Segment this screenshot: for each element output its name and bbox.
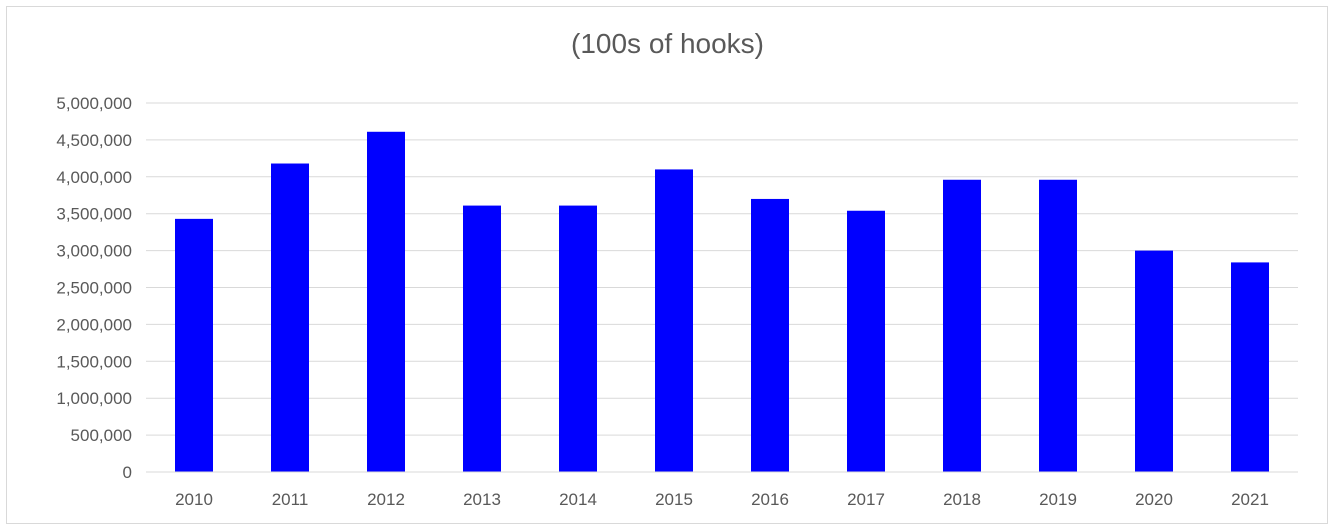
x-tick-label: 2015 — [655, 490, 693, 509]
x-tick-label: 2017 — [847, 490, 885, 509]
bar-2017 — [847, 210, 885, 473]
bar-2010 — [175, 218, 213, 472]
bar-2012 — [367, 131, 405, 473]
y-tick-label: 3,000,000 — [56, 242, 132, 261]
bar-2014 — [559, 205, 597, 472]
bar-2021 — [1231, 262, 1269, 472]
x-tick-label: 2014 — [559, 490, 597, 509]
y-tick-label: 3,500,000 — [56, 205, 132, 224]
bar-2013 — [463, 205, 501, 472]
y-tick-label: 2,000,000 — [56, 315, 132, 334]
x-tick-label: 2011 — [272, 490, 309, 509]
y-tick-label: 1,500,000 — [56, 352, 132, 371]
bar-2020 — [1135, 250, 1173, 472]
x-tick-label: 2010 — [175, 490, 213, 509]
x-tick-label: 2013 — [463, 490, 501, 509]
bar-2016 — [751, 198, 789, 472]
x-tick-label: 2020 — [1135, 490, 1173, 509]
y-tick-label: 0 — [123, 463, 132, 482]
bar-2011 — [271, 163, 309, 473]
bar-2015 — [655, 169, 693, 473]
y-tick-label: 1,000,000 — [56, 389, 132, 408]
y-tick-label: 500,000 — [71, 426, 132, 445]
x-tick-label: 2012 — [367, 490, 405, 509]
x-tick-label: 2016 — [751, 490, 789, 509]
x-tick-label: 2019 — [1039, 490, 1077, 509]
chart-title: (100s of hooks) — [571, 28, 764, 59]
x-tick-label: 2018 — [943, 490, 981, 509]
x-tick-label: 2021 — [1231, 490, 1269, 509]
y-tick-label: 4,500,000 — [56, 131, 132, 150]
y-tick-label: 5,000,000 — [56, 94, 132, 113]
y-tick-label: 2,500,000 — [56, 279, 132, 298]
y-tick-label: 4,000,000 — [56, 168, 132, 187]
bar-2019 — [1039, 179, 1077, 472]
bar-2018 — [943, 179, 981, 472]
